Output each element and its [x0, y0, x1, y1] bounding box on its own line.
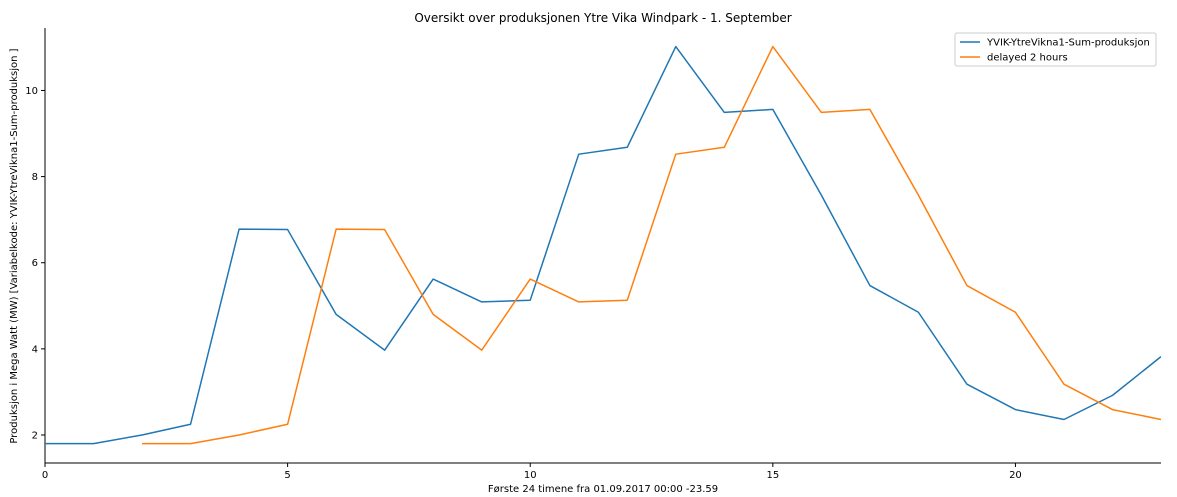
y-tick-label: 10 — [25, 86, 38, 97]
legend-box — [954, 32, 1157, 67]
y-tick-label: 4 — [32, 344, 38, 355]
legend-label-2: delayed 2 hours — [987, 53, 1068, 64]
x-tick-label: 0 — [42, 470, 48, 481]
chart-title: Oversikt over produksjonen Ytre Vika Win… — [414, 11, 791, 25]
y-tick-label: 2 — [32, 431, 38, 442]
y-axis-label: Produksjon i Mega Watt (MW) [Variabelkod… — [9, 48, 20, 443]
x-tick-label: 20 — [1009, 470, 1022, 481]
series-line-2 — [142, 45, 1161, 445]
legend-label-1: YVIK-YtreVikna1-Sum-produksjon — [986, 38, 1150, 49]
series-line-1 — [45, 45, 1161, 445]
x-tick-label: 15 — [766, 470, 779, 481]
legend: YVIK-YtreVikna1-Sum-produksjon delayed 2 … — [954, 32, 1157, 67]
plot-area: 0 5 10 15 20 2 4 6 8 10 — [25, 28, 1161, 481]
x-tick-label: 10 — [524, 470, 537, 481]
y-tick-label: 8 — [32, 172, 38, 183]
x-axis-label: Første 24 timene fra 01.09.2017 00:00 -2… — [488, 484, 718, 495]
y-tick-label: 6 — [32, 258, 38, 269]
x-tick-label: 5 — [284, 470, 290, 481]
